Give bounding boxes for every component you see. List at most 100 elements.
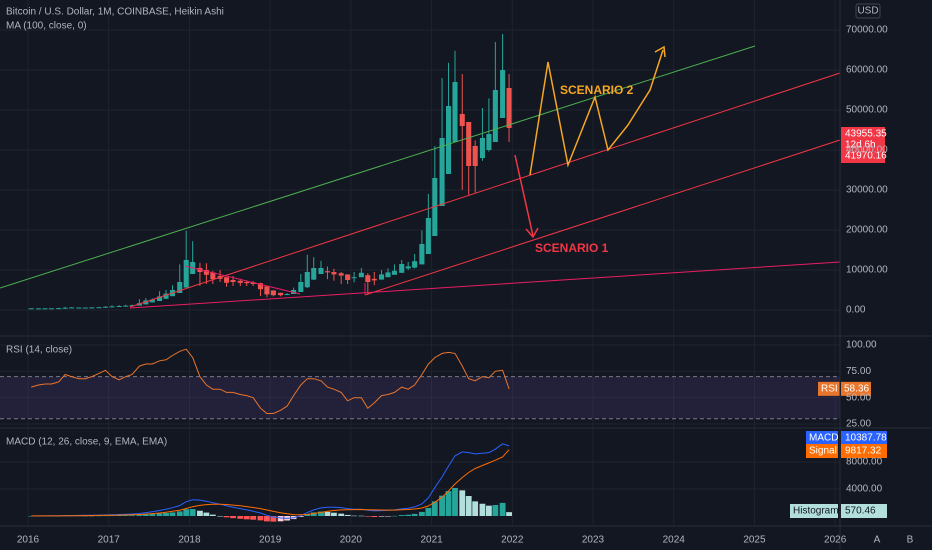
histogram-bar bbox=[499, 502, 506, 517]
candle-body bbox=[116, 306, 122, 307]
candle-body bbox=[425, 218, 431, 254]
histogram-bar bbox=[479, 503, 486, 517]
histogram-bar bbox=[189, 509, 196, 517]
drawings bbox=[0, 45, 841, 309]
scenario-1-path bbox=[514, 154, 534, 237]
candle-body bbox=[345, 274, 351, 280]
histogram-bar bbox=[297, 516, 304, 517]
candle-body bbox=[331, 272, 337, 275]
candle-body bbox=[89, 307, 95, 309]
histogram-bar bbox=[257, 516, 264, 521]
candle-body bbox=[62, 307, 68, 309]
candle-body bbox=[365, 275, 371, 282]
legend-value-box bbox=[841, 444, 887, 458]
histogram-bar bbox=[203, 512, 210, 517]
log-button[interactable]: B bbox=[907, 535, 914, 546]
histogram-bar bbox=[183, 509, 190, 517]
candle-body bbox=[298, 282, 304, 292]
candle-body bbox=[351, 277, 357, 279]
candle-body bbox=[284, 294, 290, 295]
trend-line bbox=[184, 265, 301, 295]
candle-body bbox=[149, 299, 155, 303]
histogram-bar bbox=[331, 512, 337, 517]
legend-value-box bbox=[841, 504, 887, 518]
candle-body bbox=[237, 280, 243, 283]
chart-title: Bitcoin / U.S. Dollar, 1M, COINBASE, Hei… bbox=[6, 7, 224, 18]
currency-button[interactable] bbox=[855, 3, 881, 19]
candle-body bbox=[472, 146, 478, 166]
histogram-bar bbox=[237, 516, 244, 519]
histogram-bar bbox=[439, 495, 445, 517]
histogram-bar bbox=[418, 511, 425, 517]
legend-name-box bbox=[806, 444, 838, 458]
y-tick-label: 40000.00 bbox=[846, 145, 888, 156]
candle-body bbox=[224, 277, 230, 283]
y-tick-label: 4000.00 bbox=[846, 484, 883, 495]
currency-label[interactable]: USD bbox=[857, 6, 878, 17]
auto-button[interactable]: A bbox=[874, 535, 881, 546]
rsi-line bbox=[31, 348, 510, 414]
histogram-bar bbox=[398, 515, 405, 517]
x-tick-label: 2026 bbox=[824, 535, 847, 546]
histogram-bar bbox=[264, 516, 270, 522]
macd-title: MACD (12, 26, close, 9, EMA, EMA) bbox=[6, 437, 167, 448]
y-tick-label: 0.00 bbox=[846, 305, 866, 316]
x-tick-label: 2022 bbox=[501, 535, 524, 546]
histogram-bar bbox=[217, 515, 224, 517]
histogram-bar bbox=[102, 515, 109, 517]
candle-body bbox=[479, 138, 485, 158]
histogram-bar bbox=[371, 516, 378, 518]
candle-body bbox=[466, 122, 472, 166]
y-tick-label: 25.00 bbox=[846, 419, 871, 430]
y-tick-label: 10000.00 bbox=[846, 265, 888, 276]
arrow-head bbox=[525, 227, 539, 239]
rsi-title: RSI (14, close) bbox=[6, 345, 72, 356]
scenario-2-path bbox=[529, 49, 664, 176]
histogram-bar bbox=[250, 516, 257, 520]
candle-body bbox=[452, 82, 458, 142]
candle-body bbox=[278, 292, 284, 296]
histogram-bar bbox=[223, 516, 230, 518]
legend-value: 570.46 bbox=[845, 506, 876, 517]
legend-name: Histogram bbox=[793, 506, 839, 517]
histogram-bar bbox=[243, 516, 250, 520]
price-label: 43955.35 bbox=[845, 129, 887, 140]
histogram-bar bbox=[129, 515, 136, 517]
low-label: 41970.16 bbox=[845, 151, 887, 162]
candle-body bbox=[35, 308, 42, 310]
histogram-bar bbox=[492, 505, 499, 517]
macd-line bbox=[31, 449, 510, 517]
candle-body bbox=[257, 283, 264, 290]
x-tick-label: 2020 bbox=[340, 535, 363, 546]
candle-body bbox=[492, 90, 498, 142]
rsi-name-box bbox=[818, 381, 840, 396]
x-tick-label: 2019 bbox=[259, 535, 282, 546]
candle-body bbox=[163, 293, 169, 299]
histogram-bar bbox=[411, 513, 418, 517]
candle-body bbox=[129, 305, 135, 307]
candle-body bbox=[459, 114, 465, 126]
rsi-band bbox=[0, 376, 840, 419]
histogram-bar bbox=[310, 512, 317, 517]
histogram-bar bbox=[318, 511, 324, 517]
candle-body bbox=[371, 278, 377, 281]
legend-name: MACD bbox=[809, 433, 838, 444]
annotation: SCENARIO 2 bbox=[560, 83, 634, 97]
indicator-label: MA (100, close, 0) bbox=[6, 21, 87, 32]
histogram-bar bbox=[452, 487, 458, 517]
candle-body bbox=[143, 300, 149, 305]
histogram-bar bbox=[485, 505, 492, 517]
rsi-value-box bbox=[841, 381, 871, 396]
y-tick-label: 50000.00 bbox=[846, 105, 888, 116]
histogram-bar bbox=[277, 516, 284, 522]
legend-name-box bbox=[806, 431, 838, 445]
candle-body bbox=[109, 306, 115, 308]
histogram-bar bbox=[459, 490, 466, 517]
histogram-bar bbox=[425, 507, 432, 517]
y-tick-label: 60000.00 bbox=[846, 65, 888, 76]
candle-body bbox=[445, 106, 452, 174]
histogram-bar bbox=[149, 514, 156, 517]
candle-body bbox=[506, 88, 512, 128]
histogram-bar bbox=[109, 515, 115, 517]
